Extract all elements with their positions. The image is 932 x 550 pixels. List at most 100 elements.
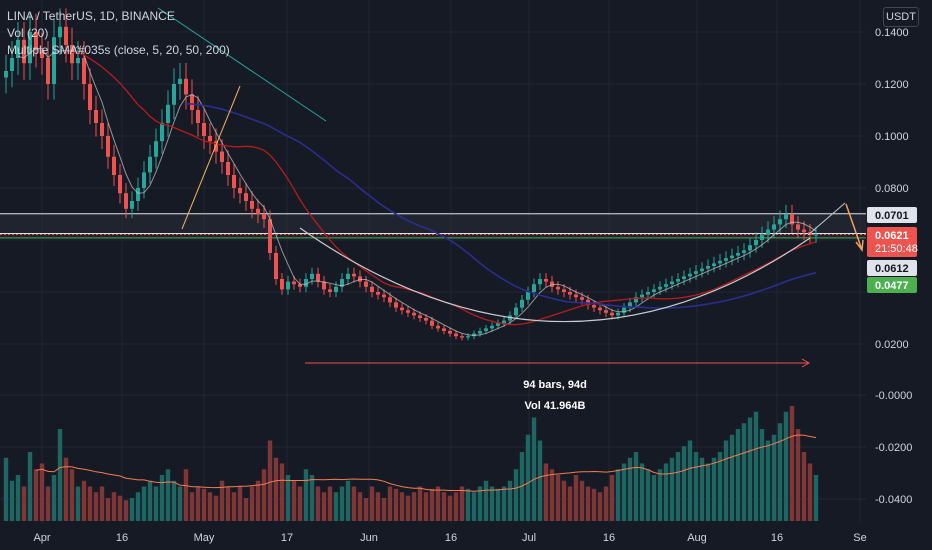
candle-body	[700, 268, 704, 272]
candle-body	[388, 297, 392, 303]
candle-body	[4, 71, 8, 78]
candle-body	[262, 214, 266, 220]
volume-bar	[507, 480, 513, 521]
time-tick-label: 17	[281, 532, 293, 544]
candle-body	[712, 263, 716, 266]
volume-bar	[675, 452, 681, 521]
volume-bar	[645, 469, 651, 521]
volume-bar	[333, 492, 339, 521]
volume-bar	[123, 500, 129, 521]
volume-bar	[777, 423, 783, 521]
volume-bar	[261, 469, 267, 521]
candle-body	[466, 336, 470, 338]
volume-bar	[435, 486, 441, 521]
volume-bar	[549, 469, 555, 521]
sma-indicator-label[interactable]: Multiple SMA#035s (close, 5, 20, 50, 200…	[7, 43, 230, 57]
candle-body	[46, 58, 50, 84]
candle-body	[346, 273, 350, 279]
resistance-zone	[0, 213, 866, 237]
volume-bar	[633, 452, 639, 521]
candle-body	[274, 253, 278, 279]
volume-bar	[453, 492, 459, 521]
candle-body	[418, 315, 422, 318]
volume-bar	[207, 492, 213, 521]
candle-body	[526, 292, 530, 300]
candle-body	[454, 333, 458, 337]
volume-bar	[399, 492, 405, 521]
volume-bar	[63, 457, 69, 521]
volume-bar	[807, 463, 813, 521]
volume-bar	[81, 480, 87, 521]
price-tick-label: 0.0800	[875, 183, 909, 195]
volume-bar	[723, 440, 729, 521]
volume-bar	[147, 480, 153, 521]
measure-bars-label: 94 bars, 94d	[523, 379, 587, 391]
candle-body	[502, 320, 506, 324]
time-tick-label: May	[194, 532, 215, 544]
candle-body	[370, 286, 374, 292]
price-tick-label: 0.1200	[875, 79, 909, 91]
volume-bar	[285, 475, 291, 521]
candle-body	[694, 271, 698, 274]
candle-body	[448, 331, 452, 334]
candle-body	[118, 175, 122, 194]
volume-bar	[129, 498, 135, 521]
candle-body	[28, 32, 32, 64]
candle-body	[478, 331, 482, 334]
volume-bar	[201, 488, 207, 521]
candle-body	[406, 310, 410, 313]
candle-body	[490, 325, 494, 329]
volume-bar	[117, 495, 123, 521]
volume-bar	[405, 495, 411, 521]
volume-bar	[693, 452, 699, 521]
candle-body	[640, 294, 644, 298]
candle-body	[292, 281, 296, 285]
volume-bar	[351, 486, 357, 521]
trendline-teal	[157, 7, 327, 122]
candle-body	[436, 325, 440, 329]
symbol-title[interactable]: LINA / TetherUS, 1D, BINANCE	[7, 9, 175, 23]
volume-bar	[681, 446, 687, 521]
volume-tick-label: -0.0200	[875, 442, 912, 454]
volume-bar	[273, 457, 279, 521]
volume-bar	[213, 495, 219, 521]
time-tick-label: 16	[603, 532, 615, 544]
candle-body	[514, 307, 518, 316]
sma-price-tag: 0.0477	[875, 280, 909, 292]
candle-body	[142, 172, 146, 188]
volume-bar	[195, 486, 201, 521]
volume-bar	[87, 486, 93, 521]
candle-body	[394, 302, 398, 308]
candle-body	[442, 328, 446, 331]
candle-body	[364, 281, 368, 287]
volume-bar	[99, 486, 105, 521]
volume-bar	[15, 475, 21, 521]
candle-body	[190, 94, 194, 110]
candle-body	[286, 281, 290, 290]
volume-bar	[525, 434, 531, 521]
current-price-tag-bg	[867, 227, 917, 257]
candle-body	[352, 273, 356, 277]
candle-body	[592, 305, 596, 308]
candle-body	[496, 323, 500, 326]
volume-bar	[315, 486, 321, 521]
price-tick-label: 0.0200	[875, 339, 909, 351]
candle-body	[16, 39, 20, 58]
trend-drawings	[157, 7, 864, 368]
projection-line	[807, 202, 846, 236]
candle-body	[94, 110, 98, 123]
resistance-price-tag-bg	[867, 207, 917, 223]
time-tick-label: Apr	[33, 532, 50, 544]
candle-body	[166, 104, 170, 123]
candle-body	[70, 45, 74, 64]
candle-body	[280, 279, 284, 290]
currency-button[interactable]: USDT	[883, 7, 919, 27]
support-price-tag-bg	[867, 260, 917, 276]
trendline-orange	[181, 85, 241, 230]
candle-body	[298, 284, 302, 287]
volume-indicator-label[interactable]: Vol (20)	[7, 26, 49, 40]
volume-bar	[411, 492, 417, 521]
candle-body	[244, 193, 248, 201]
price-tick-label: 0.1400	[875, 27, 909, 39]
